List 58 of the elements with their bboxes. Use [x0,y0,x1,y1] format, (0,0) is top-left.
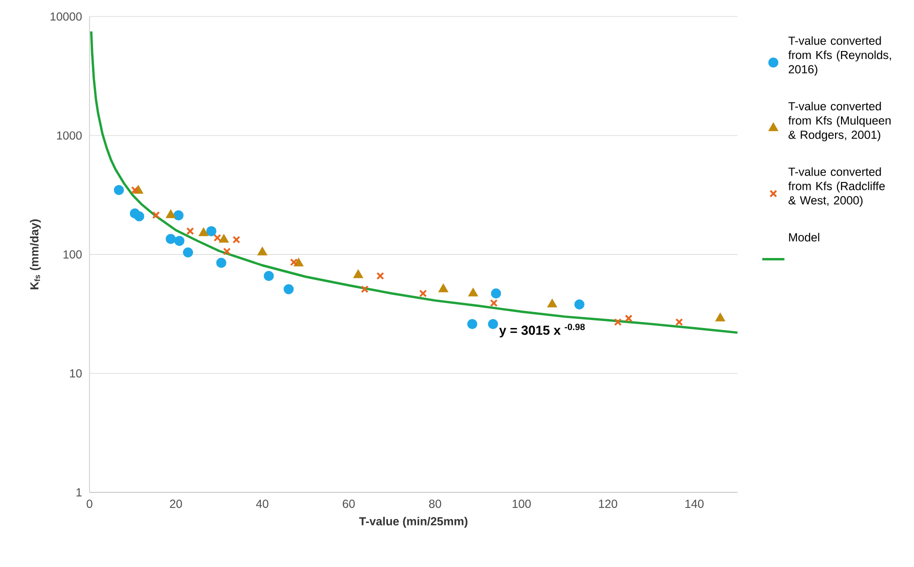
x-tick-label: 100 [512,500,531,508]
point [490,299,498,307]
legend-label: T-value converted from Kfs (Radcliffe & West, 2000) [788,167,885,207]
point [219,234,228,243]
point [548,299,557,308]
point [173,210,184,220]
point [360,285,369,293]
point [716,313,725,322]
y-axis-title: K$_{fs}$ (mm/day) [30,219,41,290]
point [468,288,478,296]
point [216,258,226,268]
point [134,211,144,222]
x-tick-label: 0 [86,500,92,508]
point [206,226,216,236]
point [490,288,502,298]
x-tick-label: 120 [599,500,618,508]
y-tick-label: 100 [64,250,82,258]
x-tick-label: 80 [429,500,442,508]
point [186,227,194,235]
point [574,299,584,310]
x-tick-label: 60 [342,500,355,508]
y-tick-label: 1 [76,488,82,496]
point [290,258,298,266]
point [131,186,139,194]
point [258,247,267,256]
point [294,258,304,266]
x-tick-label: 140 [685,500,704,508]
point [223,247,231,256]
point [675,318,684,326]
point [166,210,176,218]
point [214,234,222,242]
x-tick-label: 40 [256,500,268,508]
y-tick-label: 10000 [50,12,82,21]
point [264,270,274,281]
point [114,184,124,195]
y-tick-label: 10 [70,369,82,378]
legend-label: T-value converted from Kfs (Mulqueen & Rodgers, 2001) [788,102,891,142]
point [419,289,427,298]
point [182,247,194,258]
point [376,272,384,280]
point [467,318,478,329]
point [614,318,622,326]
point [166,234,176,244]
point [284,284,294,294]
point [438,284,448,292]
annotation: y = 3015 x $^{-0.98}$ [499,324,585,338]
point [174,236,184,246]
legend-label: T-value converted from Kfs (Reynolds, 2016) [788,36,891,76]
point [232,236,240,244]
point [199,228,208,236]
y-tick-label: 1000 [57,131,82,140]
point [152,211,160,219]
point [354,270,363,278]
x-axis-title: T-value (min/25mm) [359,516,468,528]
point [488,318,498,329]
point [624,314,632,322]
x-tick-label: 20 [170,500,182,508]
text: Model [789,232,820,242]
